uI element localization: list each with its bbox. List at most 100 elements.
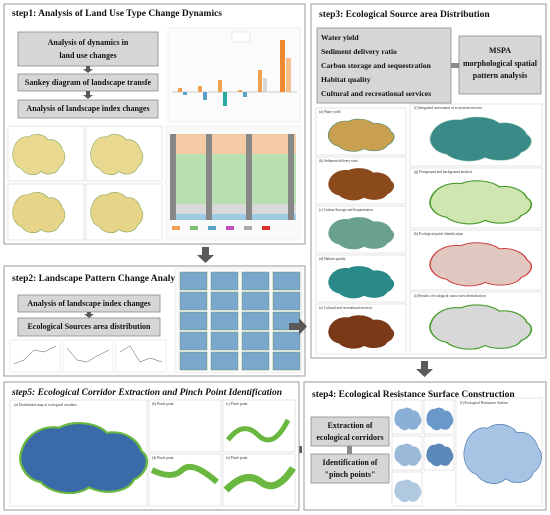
decoration bbox=[179, 311, 208, 331]
decoration bbox=[288, 134, 294, 220]
decoration bbox=[286, 58, 291, 92]
decoration bbox=[13, 345, 57, 365]
decoration bbox=[183, 92, 187, 95]
box bbox=[17, 99, 159, 119]
map-label: (d) Habitat quality bbox=[319, 257, 346, 261]
connector bbox=[347, 446, 352, 454]
arrow-down bbox=[416, 361, 433, 377]
decoration bbox=[148, 399, 222, 453]
decoration bbox=[210, 271, 239, 291]
step1-panel: step1: Analysis of Land Use Type Change … bbox=[3, 3, 306, 245]
sankey-figure bbox=[165, 125, 301, 241]
map-label: (a) Water yield bbox=[319, 110, 341, 114]
map-label: (d) Pinch point bbox=[152, 456, 174, 460]
arrow-right bbox=[289, 318, 307, 335]
map-label: (g) Foreground and background analysis bbox=[414, 170, 473, 174]
map-label: (f) Integrated assessment of ecosystem s… bbox=[414, 106, 483, 110]
decoration bbox=[226, 226, 234, 230]
decoration bbox=[210, 291, 239, 311]
map-label: (c) Carbon Storage and Sequestration bbox=[319, 208, 373, 212]
step-title: step2: Landscape Pattern Change Analysis bbox=[12, 274, 185, 284]
map-label: (i) Results of ecological source area id… bbox=[414, 294, 486, 298]
decoration bbox=[170, 204, 296, 214]
map-grid bbox=[174, 267, 303, 374]
decoration bbox=[170, 134, 296, 154]
box bbox=[310, 416, 390, 447]
decoration bbox=[246, 134, 252, 220]
box-text: ecological corridors bbox=[316, 433, 383, 442]
decoration bbox=[243, 92, 247, 97]
decoration bbox=[241, 311, 270, 331]
box-text: land use changes bbox=[59, 51, 116, 60]
box-text: Sediment delivery ratio bbox=[321, 47, 397, 56]
decoration bbox=[179, 331, 208, 351]
box-text: Carbon storage and sequestration bbox=[321, 61, 432, 70]
decoration bbox=[272, 291, 301, 311]
land-use-maps bbox=[7, 125, 163, 241]
decoration bbox=[280, 40, 285, 92]
map-label: (b) Pinch point bbox=[152, 402, 174, 406]
decoration bbox=[203, 92, 207, 100]
arrow-down bbox=[197, 247, 214, 263]
map-label: (f) Ecological Resistance Surface bbox=[460, 401, 508, 405]
box-text: Extraction of bbox=[327, 421, 372, 430]
decoration bbox=[178, 88, 182, 92]
decoration bbox=[262, 226, 270, 230]
decoration bbox=[179, 291, 208, 311]
decoration bbox=[210, 311, 239, 331]
box bbox=[17, 317, 161, 337]
box-text: pattern analysis bbox=[473, 71, 527, 80]
step-title: step5: Ecological Corridor Extraction an… bbox=[11, 388, 282, 398]
decoration bbox=[66, 347, 110, 363]
decoration bbox=[241, 271, 270, 291]
decoration bbox=[170, 214, 296, 220]
line-charts bbox=[9, 339, 167, 373]
decoration bbox=[238, 90, 242, 92]
decoration bbox=[218, 80, 222, 92]
box-text: Analysis of landscape index changes bbox=[27, 299, 150, 308]
connector bbox=[83, 66, 93, 73]
decoration bbox=[241, 331, 270, 351]
corridor-maps: (a) Distribution map of ecological corri… bbox=[9, 399, 296, 507]
decoration bbox=[226, 418, 291, 443]
step-title: step3: Ecological Source area Distributi… bbox=[319, 10, 490, 20]
decoration bbox=[231, 31, 251, 43]
box-text: Analysis of dynamics in bbox=[48, 38, 129, 47]
decoration bbox=[272, 351, 301, 371]
decoration bbox=[62, 339, 114, 373]
decoration bbox=[258, 70, 262, 92]
decoration bbox=[9, 339, 61, 373]
decoration bbox=[272, 331, 301, 351]
bar-chart-figure bbox=[167, 27, 301, 123]
decoration bbox=[223, 466, 296, 493]
box-text: MSPA bbox=[489, 46, 511, 55]
box bbox=[310, 453, 390, 484]
map-label: (e) Pinch point bbox=[226, 456, 247, 460]
box-text: Cultural and recreational services bbox=[321, 89, 431, 98]
decoration bbox=[170, 134, 176, 220]
decoration bbox=[167, 27, 301, 123]
decoration bbox=[208, 226, 216, 230]
step-title: step4: Ecological Resistance Surface Con… bbox=[312, 390, 515, 400]
step5-panel: step5: Ecological Corridor Extraction an… bbox=[3, 381, 300, 511]
decoration bbox=[210, 351, 239, 371]
decoration bbox=[206, 134, 212, 220]
step2-panel: step2: Landscape Pattern Change Analysis… bbox=[3, 265, 306, 377]
map-label: (h) Ecological patch identification bbox=[414, 232, 463, 236]
decoration bbox=[154, 416, 216, 428]
decoration bbox=[241, 351, 270, 371]
ecosystem-maps: (a) Water yield (b) Sediment delivery ra… bbox=[315, 103, 543, 355]
connector bbox=[83, 91, 93, 99]
decoration bbox=[179, 351, 208, 371]
decoration bbox=[263, 78, 267, 92]
box-text: "pinch points" bbox=[325, 470, 376, 479]
decoration bbox=[190, 226, 198, 230]
decoration bbox=[241, 291, 270, 311]
decoration bbox=[119, 345, 163, 363]
box bbox=[17, 31, 159, 67]
box-text: Ecological Sources area distribution bbox=[27, 322, 151, 331]
box-text: Sankey diagram of landscape transfe bbox=[25, 78, 152, 87]
decoration bbox=[150, 464, 219, 485]
decoration bbox=[223, 92, 227, 106]
